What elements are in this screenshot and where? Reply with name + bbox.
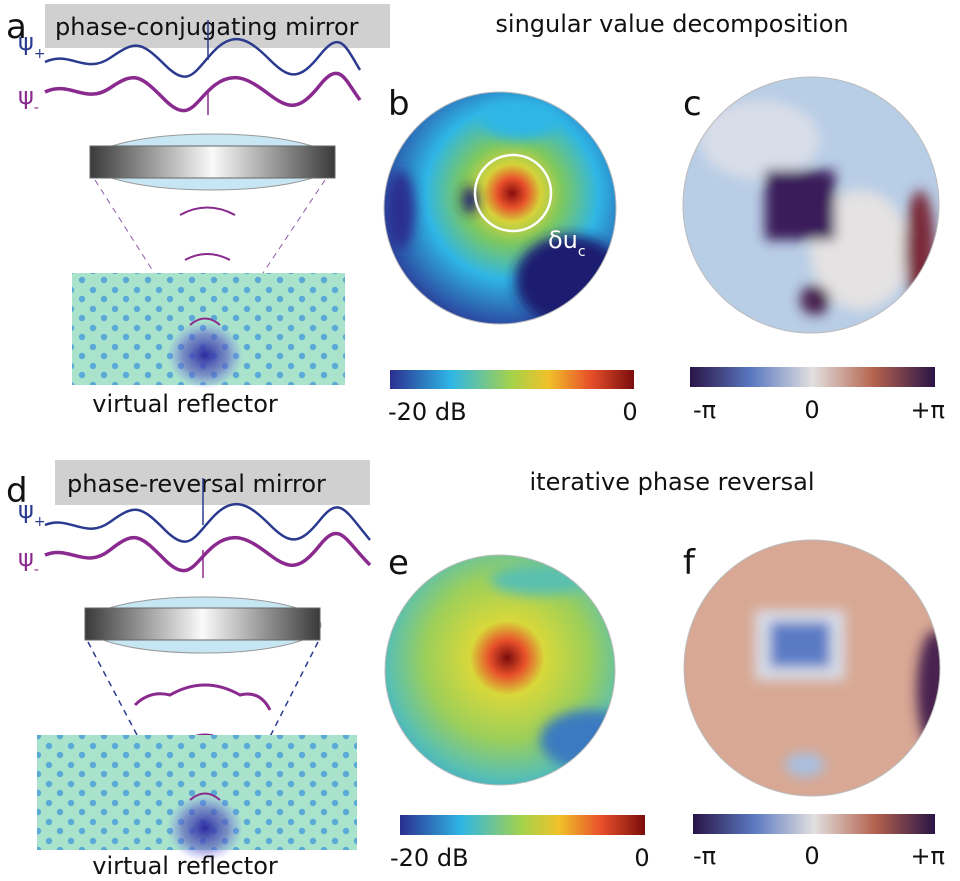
colorbar <box>690 367 935 387</box>
psi-sub: - <box>34 562 39 578</box>
colorbar-max: 0 <box>634 844 649 872</box>
psi-symbol: ψ <box>18 82 34 110</box>
colorbar-min: -π <box>693 842 716 870</box>
reflector-blob <box>167 794 243 862</box>
colorbar <box>693 814 935 834</box>
wavefront <box>179 206 236 261</box>
colorbar <box>390 370 634 389</box>
colorbar-mid: 0 <box>804 396 819 424</box>
amplitude-map <box>385 555 615 785</box>
wave-plus <box>44 503 371 543</box>
phase-map <box>684 540 940 796</box>
lens-bar <box>84 607 321 641</box>
mirror-label: phase-reversal mirror <box>67 470 326 498</box>
panel-letter: c <box>683 84 702 124</box>
panel-letter: f <box>683 543 696 583</box>
colorbar-min: -π <box>693 396 716 424</box>
focal-circle <box>473 153 553 233</box>
map-border <box>683 539 941 797</box>
colorbar-min: -20 dB <box>388 398 467 426</box>
amplitude-map <box>384 92 616 324</box>
wave-minus <box>44 531 372 573</box>
mirror-box <box>45 4 390 48</box>
colorbar-max: 0 <box>622 398 637 426</box>
colorbar-min: -20 dB <box>390 844 469 872</box>
colorbar-max: +π <box>910 396 945 424</box>
psi-sub: - <box>34 100 39 116</box>
reflector-label: virtual reflector <box>92 852 278 880</box>
psi-sub: + <box>34 514 46 530</box>
panel-letter: a <box>6 7 27 47</box>
map-border <box>384 554 616 786</box>
lens-bar <box>89 145 336 179</box>
phase-map <box>683 77 939 333</box>
focal-symbol: δu <box>548 226 578 254</box>
reflector-label: virtual reflector <box>92 390 278 418</box>
reflector-blob <box>167 321 243 389</box>
psi-plus: ψ+ <box>18 28 46 62</box>
colorbar-max: +π <box>910 842 945 870</box>
colorbar <box>400 815 645 835</box>
wavefront <box>189 317 221 326</box>
wavefront <box>189 792 221 801</box>
psi-symbol: ψ <box>18 496 34 524</box>
psi-minus: ψ- <box>18 544 39 578</box>
wave-minus <box>44 71 362 113</box>
psi-plus: ψ+ <box>18 496 46 530</box>
psi-symbol: ψ <box>18 544 34 572</box>
psi-symbol: ψ <box>18 28 34 56</box>
focal-sub: c <box>578 244 586 260</box>
mirror-label: phase-conjugating mirror <box>55 13 359 41</box>
colorbar-mid: 0 <box>804 842 819 870</box>
row-title: iterative phase reversal <box>530 468 815 496</box>
map-border <box>682 76 940 334</box>
mirror-box <box>55 460 370 505</box>
panel-letter: e <box>388 543 409 583</box>
psi-sub: + <box>34 46 46 62</box>
panel-letter: b <box>388 84 410 124</box>
panel-letter: d <box>6 471 28 511</box>
focal-label: δuc <box>548 226 586 260</box>
row-title: singular value decomposition <box>495 10 848 38</box>
psi-minus: ψ- <box>18 82 39 116</box>
map-border <box>383 91 617 325</box>
wave-plus <box>44 38 362 78</box>
